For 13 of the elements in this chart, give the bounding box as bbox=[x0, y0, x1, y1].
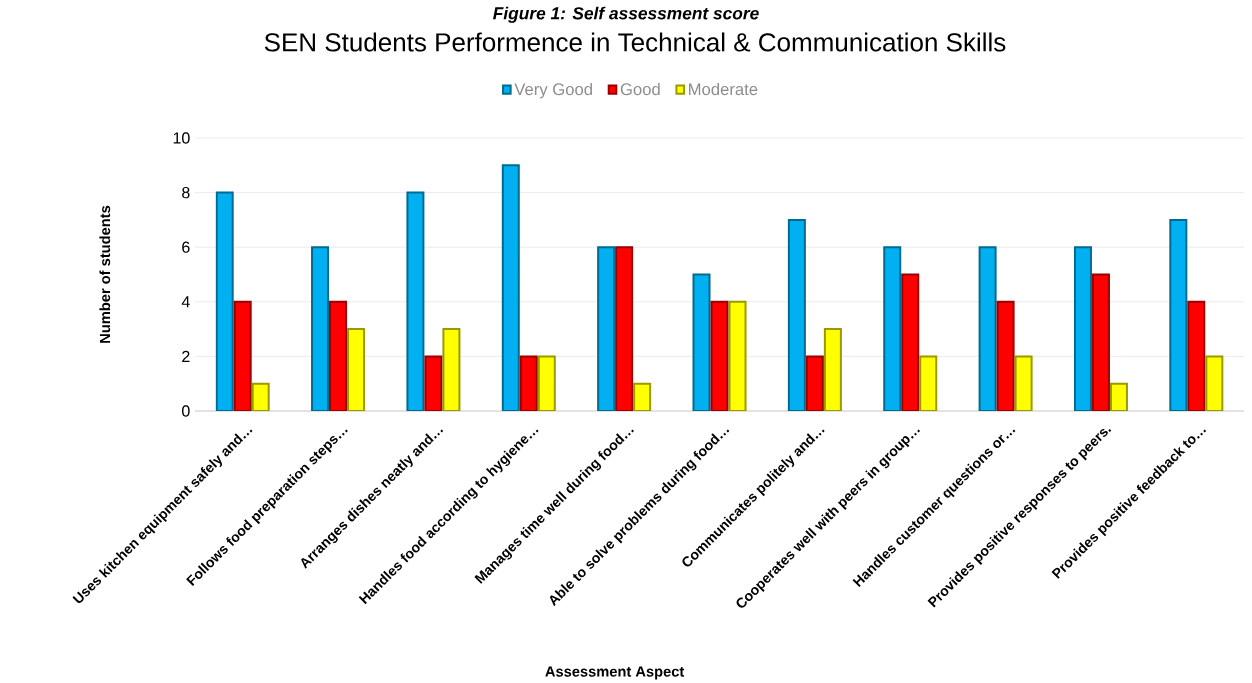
y-tick-label: 10 bbox=[173, 132, 190, 144]
legend-label: Moderate bbox=[689, 82, 758, 96]
y-tick-label: 6 bbox=[182, 241, 190, 253]
y-tick-label: 2 bbox=[182, 350, 190, 362]
legend-label: Very Good bbox=[514, 82, 592, 99]
y-tick-label: 8 bbox=[182, 186, 190, 199]
x-axis-title: Assessment Aspect bbox=[545, 666, 685, 680]
chart-title: SEN Students Performence in Technical & Communication Skills bbox=[264, 32, 1006, 52]
y-axis-title: Number of students bbox=[99, 205, 111, 343]
y-tick-label: 0 bbox=[182, 405, 190, 417]
y-tick-label: 4 bbox=[181, 296, 190, 308]
caption: Figure 1: Self assessment score bbox=[493, 6, 759, 23]
legend-label: Good bbox=[620, 82, 660, 96]
